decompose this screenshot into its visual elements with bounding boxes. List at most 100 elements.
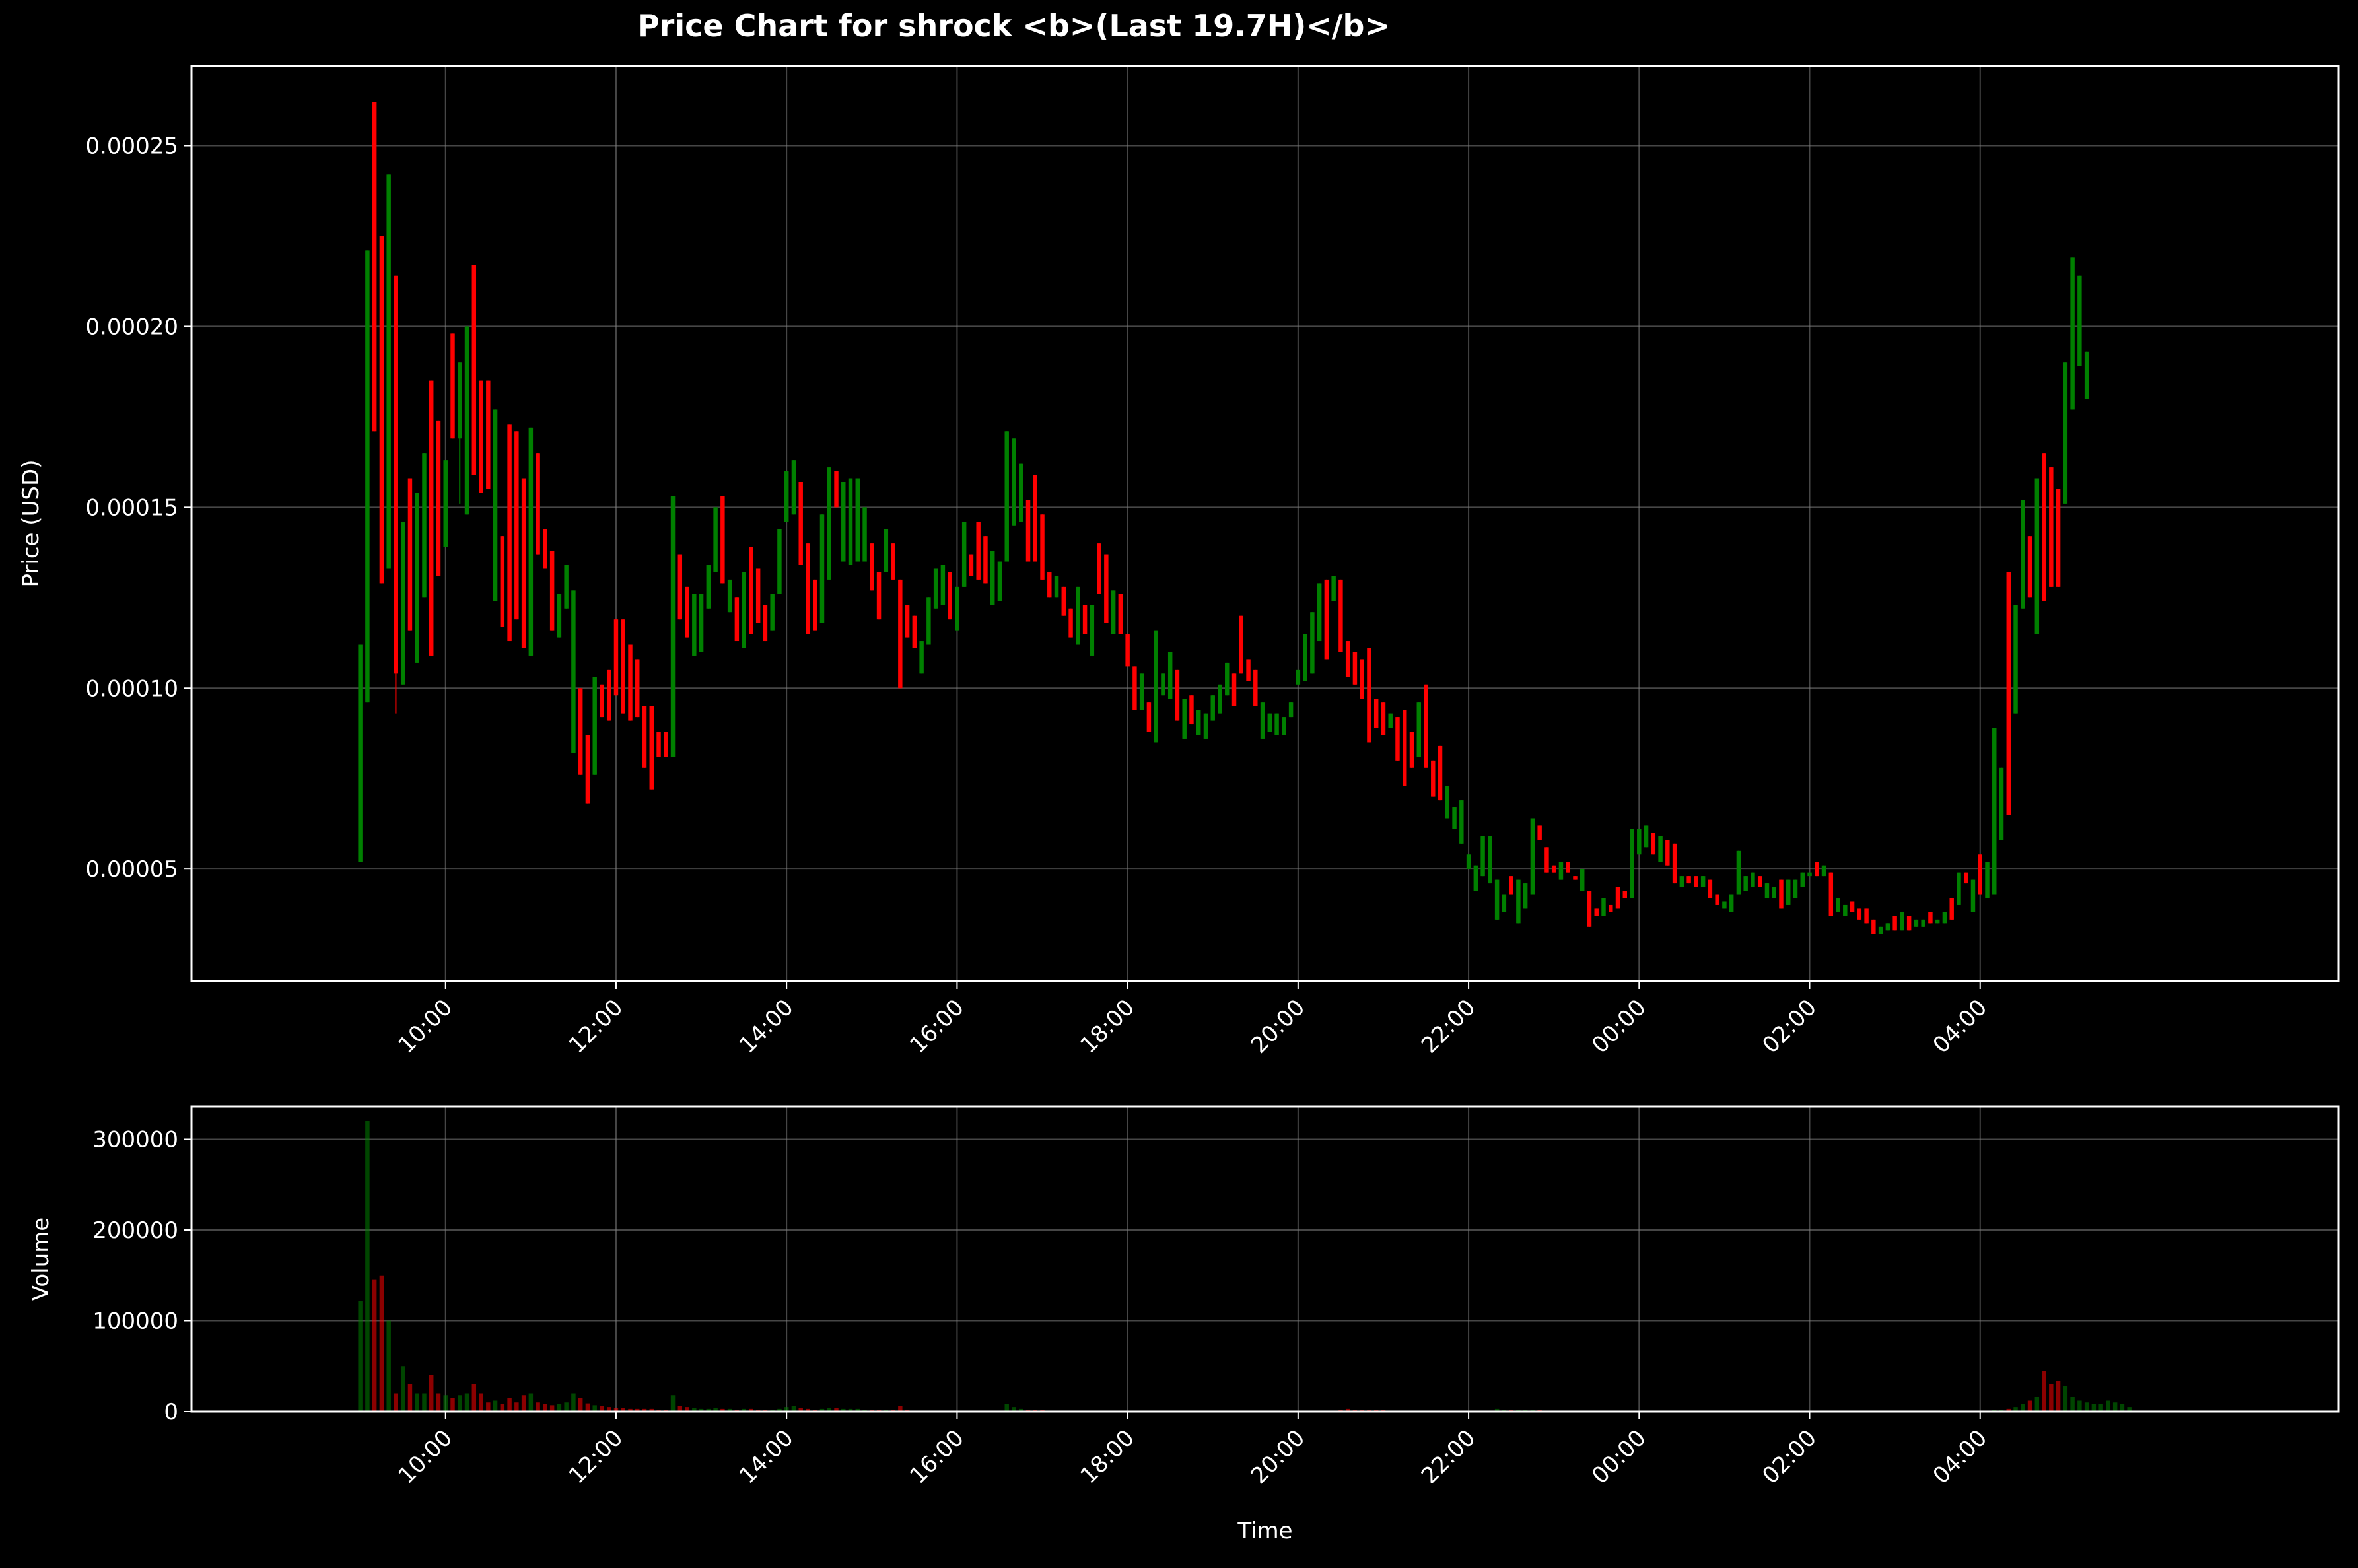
y-tick-label: 0.00015 <box>85 494 178 521</box>
volume-bar <box>394 1393 398 1412</box>
candle-body <box>827 467 831 580</box>
chart-title: Price Chart for shrock <b>(Last 19.7H)</… <box>637 8 1390 44</box>
candle-body <box>1622 891 1628 898</box>
candle-body <box>1551 865 1556 873</box>
volume-bar <box>507 1398 512 1412</box>
candle-body <box>763 605 768 642</box>
candle-body <box>379 236 384 584</box>
candle-body <box>798 482 803 565</box>
volume-axes-frame <box>190 1105 2340 1413</box>
volume-bar <box>2070 1397 2075 1412</box>
volume-bar <box>486 1402 491 1412</box>
candle-body <box>493 409 498 601</box>
volume-bar <box>500 1404 505 1412</box>
candle-body <box>1317 583 1322 642</box>
volume-bar <box>549 1405 555 1412</box>
candle-body <box>1957 872 1961 905</box>
candle-body <box>1928 912 1933 924</box>
volume-y-ticks: 0 100000 200000 300000 <box>92 1127 191 1425</box>
candle-body <box>1161 673 1165 696</box>
candle-body <box>1118 594 1123 634</box>
candle-body <box>578 688 583 775</box>
candle-body <box>400 522 405 685</box>
candle-body <box>1019 463 1023 522</box>
candle-body <box>415 493 419 663</box>
candle-body <box>1715 894 1719 905</box>
candle-body <box>1509 876 1513 895</box>
volume-bar <box>635 1408 640 1412</box>
candle-body <box>635 659 640 718</box>
candle-body <box>1843 904 1848 916</box>
volume-bar <box>841 1408 846 1412</box>
candle-body <box>720 496 725 584</box>
candle-body <box>1203 713 1208 739</box>
candle-body <box>1182 699 1187 739</box>
volume-bar <box>458 1395 462 1412</box>
volume-bar <box>493 1400 498 1412</box>
volume-bar <box>2006 1408 2011 1412</box>
candle-body <box>969 554 974 576</box>
volume-bar <box>777 1408 782 1412</box>
volume-bar <box>2106 1400 2110 1412</box>
candle-body <box>997 561 1002 601</box>
price-candles <box>358 102 2089 934</box>
candle-body <box>500 536 505 627</box>
candle-body <box>1338 579 1343 652</box>
volume-bar <box>621 1408 625 1412</box>
candle-body <box>1480 836 1485 877</box>
candle-body <box>1999 767 2004 840</box>
candle-body <box>1139 673 1144 710</box>
candle-body <box>1722 901 1727 909</box>
candle-body <box>1729 894 1734 912</box>
candle-body <box>358 644 363 862</box>
candle-body <box>1914 919 1919 927</box>
candle-body <box>1388 713 1393 728</box>
candle-body <box>1864 908 1869 924</box>
candle-body <box>1694 876 1698 887</box>
candle-body <box>1651 833 1656 855</box>
candle-body <box>1403 710 1407 786</box>
y-tick-label: 300000 <box>92 1127 178 1153</box>
candle-body <box>422 453 427 598</box>
candle-body <box>1800 872 1805 887</box>
candle-body <box>1373 699 1379 728</box>
candle-body <box>1466 854 1471 869</box>
candle-body <box>2056 489 2061 587</box>
candle-body <box>1815 862 1819 877</box>
candle-body <box>876 572 882 620</box>
candle-body <box>891 543 895 580</box>
candle-body <box>976 522 981 580</box>
candle-body <box>1537 825 1542 840</box>
candle-body <box>436 420 441 576</box>
candle-body <box>1488 836 1492 884</box>
candle-body <box>706 565 711 609</box>
candle-body <box>1566 862 1570 873</box>
candle-body <box>621 619 625 714</box>
y-tick-label: 100000 <box>92 1309 178 1335</box>
candle-body <box>1871 919 1876 934</box>
volume-bar <box>727 1408 732 1412</box>
candle-body <box>571 590 576 753</box>
candle-body <box>1963 872 1968 884</box>
candle-body <box>948 572 952 620</box>
candle-body <box>606 669 611 721</box>
candle-body <box>628 644 633 721</box>
volume-bar <box>2112 1402 2118 1412</box>
volume-x-axis-label: Time <box>1237 1518 1292 1544</box>
volume-bar <box>407 1384 413 1412</box>
candle-body <box>2021 500 2025 609</box>
candle-body <box>1764 883 1770 898</box>
y-tick-label: 0 <box>164 1399 178 1425</box>
candle-body <box>1579 869 1585 891</box>
volume-y-axis-label: Volume <box>28 1217 54 1301</box>
candle-body <box>1360 659 1364 699</box>
volume-bar <box>749 1408 753 1412</box>
candle-body <box>919 641 924 674</box>
candle-body <box>755 568 761 623</box>
candle-body <box>1296 669 1301 685</box>
candle-body <box>1630 829 1634 898</box>
candle-body <box>486 380 491 489</box>
volume-bar <box>365 1121 370 1412</box>
volume-bar <box>834 1408 839 1412</box>
